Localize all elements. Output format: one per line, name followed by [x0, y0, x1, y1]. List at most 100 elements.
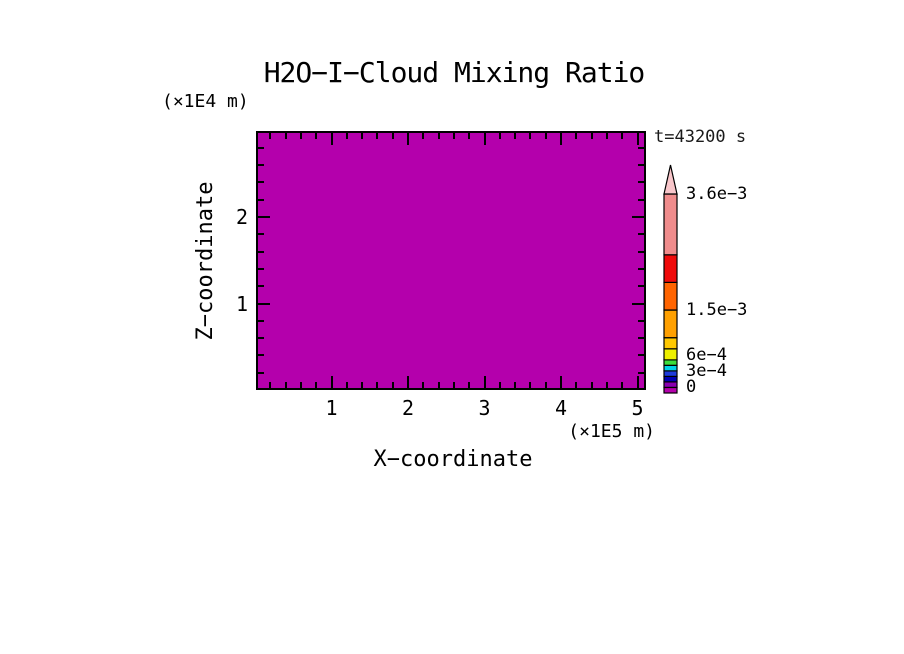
minor-tick: [638, 354, 644, 357]
colorbar-segment: [663, 359, 678, 366]
minor-tick: [258, 319, 264, 322]
minor-tick: [638, 371, 644, 374]
colorbar-segment: [663, 337, 678, 350]
minor-tick: [638, 337, 644, 340]
plot-area: [256, 131, 646, 390]
colorbar-segment: [663, 348, 678, 361]
time-annotation: t=43200 s: [654, 127, 747, 147]
minor-tick: [258, 250, 264, 253]
minor-tick: [621, 133, 624, 139]
minor-tick: [284, 133, 287, 139]
minor-tick: [468, 133, 471, 139]
major-tick: [560, 133, 562, 145]
minor-tick: [638, 181, 644, 184]
x-tick-label: 2: [401, 396, 415, 420]
major-tick: [330, 133, 333, 145]
minor-tick: [638, 250, 644, 253]
minor-tick: [638, 146, 644, 149]
x-tick-label: 5: [631, 396, 644, 420]
colorbar-segment: [663, 364, 678, 372]
minor-tick: [299, 382, 302, 388]
major-tick: [636, 133, 639, 145]
colorbar-segment: [663, 193, 678, 256]
colorbar-label: 0: [686, 377, 697, 397]
minor-tick: [422, 133, 425, 139]
minor-tick: [498, 382, 501, 388]
major-tick: [407, 133, 409, 145]
minor-tick: [468, 382, 471, 388]
minor-tick: [605, 382, 608, 388]
minor-tick: [361, 382, 364, 388]
minor-tick: [258, 198, 264, 201]
minor-tick: [452, 382, 455, 388]
minor-tick: [638, 164, 644, 167]
colorbar-segment: [663, 370, 678, 377]
minor-tick: [621, 382, 624, 388]
y-tick-label: 1: [235, 291, 248, 316]
major-tick: [483, 133, 486, 145]
minor-tick: [514, 382, 517, 388]
minor-tick: [638, 198, 644, 201]
minor-tick: [361, 133, 364, 139]
major-tick: [483, 376, 486, 388]
x-tick-label: 4: [554, 396, 568, 420]
minor-tick: [638, 233, 644, 236]
chart-title: H2O−I−Cloud Mixing Ratio: [263, 56, 646, 89]
minor-tick: [575, 382, 578, 388]
minor-tick: [575, 133, 578, 139]
minor-tick: [638, 285, 644, 288]
minor-tick: [452, 133, 455, 139]
minor-tick: [590, 133, 593, 139]
y-tick-label: 2: [235, 205, 248, 229]
colorbar-segment: [663, 309, 678, 339]
minor-tick: [258, 146, 264, 149]
minor-tick: [258, 164, 264, 167]
minor-tick: [638, 267, 644, 270]
minor-tick: [269, 133, 272, 139]
minor-tick: [315, 133, 318, 139]
y-axis-title: Z−coordinate: [193, 181, 218, 341]
y-axis-unit-label: (×1E4 m): [162, 91, 249, 112]
minor-tick: [422, 382, 425, 388]
colorbar-label: 3e−4: [686, 361, 727, 381]
major-tick: [258, 302, 270, 305]
minor-tick: [258, 354, 264, 357]
x-axis-title: X−coordinate: [373, 447, 533, 472]
minor-tick: [391, 382, 394, 388]
minor-tick: [437, 133, 440, 139]
minor-tick: [590, 382, 593, 388]
minor-tick: [258, 233, 264, 236]
colorbar-segment: [663, 386, 678, 394]
minor-tick: [376, 133, 379, 139]
x-axis-unit-label: (×1E5 m): [568, 421, 655, 442]
minor-tick: [376, 382, 379, 388]
minor-tick: [529, 382, 532, 388]
minor-tick: [544, 382, 547, 388]
minor-tick: [605, 133, 608, 139]
minor-tick: [258, 267, 264, 270]
minor-tick: [638, 319, 644, 322]
colorbar-segment: [663, 254, 678, 284]
colorbar-segment: [663, 375, 678, 383]
colorbar-over-arrow: [663, 164, 678, 195]
minor-tick: [544, 133, 547, 139]
minor-tick: [299, 133, 302, 139]
minor-tick: [258, 285, 264, 288]
major-tick: [632, 216, 644, 218]
minor-tick: [315, 382, 318, 388]
minor-tick: [284, 382, 287, 388]
colorbar-segment: [663, 381, 678, 388]
minor-tick: [345, 133, 348, 139]
minor-tick: [498, 133, 501, 139]
minor-tick: [514, 133, 517, 139]
major-tick: [560, 376, 562, 388]
major-tick: [632, 302, 644, 305]
minor-tick: [269, 382, 272, 388]
minor-tick: [258, 181, 264, 184]
minor-tick: [345, 382, 348, 388]
major-tick: [330, 376, 333, 388]
minor-tick: [437, 382, 440, 388]
x-tick-label: 3: [478, 396, 491, 420]
minor-tick: [258, 371, 264, 374]
